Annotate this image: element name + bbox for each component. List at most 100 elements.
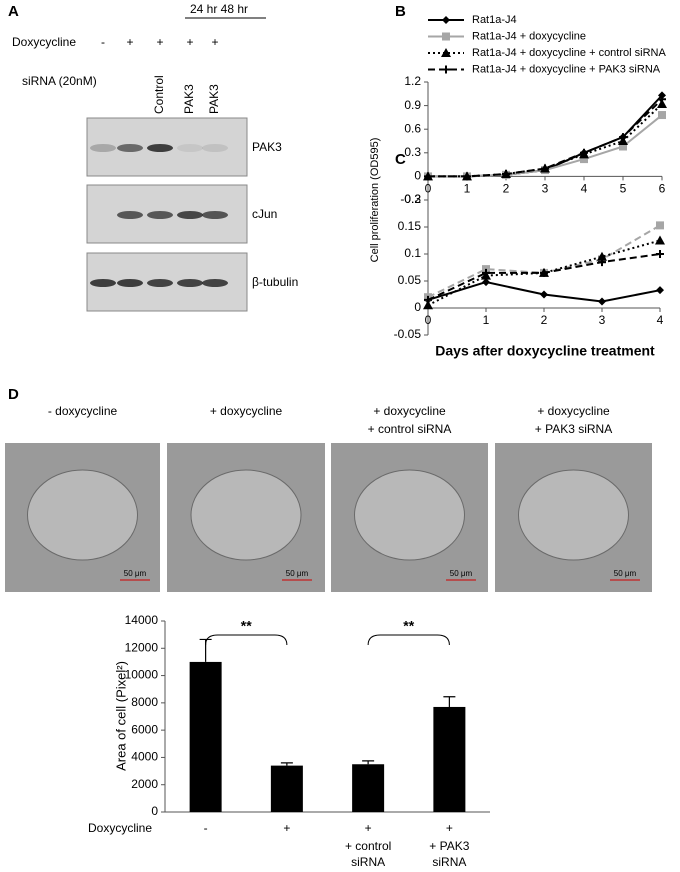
- x-tick-label: +: [283, 821, 290, 835]
- y-tick-label: 8000: [131, 695, 158, 709]
- marker: [540, 268, 548, 277]
- bar: [270, 765, 303, 812]
- condition-label: + PAK3 siRNA: [535, 422, 612, 436]
- x-tick-label: 3: [599, 313, 606, 327]
- x-tick-label: 1: [483, 313, 490, 327]
- condition-label: + doxycycline: [210, 404, 283, 418]
- error-bar: [280, 762, 293, 766]
- marker: [442, 16, 450, 24]
- y-tick-label: 0: [414, 169, 421, 183]
- bar: [352, 764, 385, 812]
- scale-label: 50 μm: [614, 569, 637, 578]
- dox-sign: +: [126, 35, 133, 49]
- y-axis-label: Cell proliferation (OD595): [369, 138, 381, 263]
- y-tick-label: -0.3: [400, 192, 421, 206]
- y-tick-label: 4000: [131, 750, 158, 764]
- significance-bracket: [205, 634, 288, 646]
- cell-cluster: [27, 469, 138, 561]
- marker: [619, 142, 627, 151]
- x-tick-sublabel: + control: [345, 839, 391, 853]
- band: [177, 144, 203, 152]
- panel-label: A: [8, 3, 19, 20]
- y-tick-label: 14000: [125, 613, 159, 627]
- marker: [441, 48, 451, 57]
- time-label: 24 hr 48 hr: [190, 2, 248, 16]
- marker: [424, 172, 432, 181]
- x-tick-label: +: [365, 821, 372, 835]
- series-line: [427, 224, 661, 299]
- y-axis-label: Area of cell (Pixel²): [113, 661, 128, 771]
- legend-label: Rat1a-J4 + doxycycline: [472, 30, 586, 42]
- cell-cluster: [518, 469, 629, 561]
- marker: [597, 251, 607, 261]
- marker: [502, 170, 510, 179]
- blot-label: cJun: [252, 207, 277, 221]
- scale-label: 50 μm: [124, 569, 147, 578]
- marker: [424, 295, 432, 304]
- marker: [598, 258, 606, 267]
- band: [117, 279, 143, 287]
- y-tick-label: 0.1: [404, 246, 421, 260]
- y-tick-label: 0.05: [398, 273, 422, 287]
- condition-label: - doxycycline: [48, 404, 118, 418]
- x-tick-label: 3: [542, 182, 549, 196]
- scale-label: 50 μm: [450, 569, 473, 578]
- dox-sign: +: [156, 35, 163, 49]
- x-tick-label: 5: [620, 182, 627, 196]
- marker: [656, 250, 664, 258]
- band: [147, 279, 173, 287]
- marker: [442, 32, 450, 41]
- legend-label: Rat1a-J4 + doxycycline + PAK3 siRNA: [472, 63, 661, 75]
- x-tick-label: 6: [659, 182, 666, 196]
- marker: [580, 148, 588, 157]
- x-tick-label: 1: [464, 182, 471, 196]
- y-tick-label: 10000: [125, 668, 159, 682]
- y-tick-label: 0.3: [404, 145, 421, 159]
- x-tick-sublabel: siRNA: [432, 855, 466, 869]
- marker: [442, 65, 450, 74]
- marker: [541, 164, 549, 173]
- panel-label: B: [395, 3, 406, 20]
- bar: [433, 706, 466, 812]
- blot-label: PAK3: [252, 140, 282, 154]
- significance-label: **: [241, 618, 252, 634]
- significance-bracket: [367, 634, 450, 646]
- marker: [580, 155, 588, 164]
- y-tick-label: 0.2: [404, 192, 421, 206]
- marker: [540, 290, 548, 299]
- error-bar: [362, 760, 375, 765]
- blot: [86, 117, 248, 177]
- x-tick-label: 2: [541, 313, 548, 327]
- marker: [658, 95, 666, 104]
- lane-label: PAK3: [207, 84, 221, 114]
- cell-cluster: [190, 469, 302, 561]
- x-tick-sublabel: siRNA: [351, 855, 385, 869]
- band: [90, 144, 116, 152]
- condition-label: + control siRNA: [368, 422, 452, 436]
- panel-label: C: [395, 151, 406, 168]
- x-tick-label: 4: [581, 182, 588, 196]
- marker: [482, 278, 490, 287]
- x-tick-sublabel: + PAK3: [429, 839, 469, 853]
- marker: [463, 172, 471, 181]
- band: [177, 279, 203, 287]
- band: [202, 211, 228, 219]
- scale-label: 50 μm: [286, 569, 309, 578]
- x-tick-label: +: [446, 821, 453, 835]
- band: [117, 144, 143, 152]
- band: [202, 144, 228, 152]
- marker: [482, 268, 490, 277]
- dox-sign: -: [101, 35, 105, 49]
- x-tick-label: 0: [425, 182, 432, 196]
- y-tick-label: 0: [414, 300, 421, 314]
- y-tick-label: 2000: [131, 777, 158, 791]
- lane-label: Control: [152, 75, 166, 114]
- marker: [423, 300, 433, 310]
- error-bar: [443, 696, 456, 707]
- cell-cluster: [354, 469, 465, 561]
- y-tick-label: 12000: [125, 640, 159, 654]
- marker: [656, 221, 664, 230]
- condition-label: + doxycycline: [373, 404, 446, 418]
- legend-label: Rat1a-J4 + doxycycline + control siRNA: [472, 47, 666, 59]
